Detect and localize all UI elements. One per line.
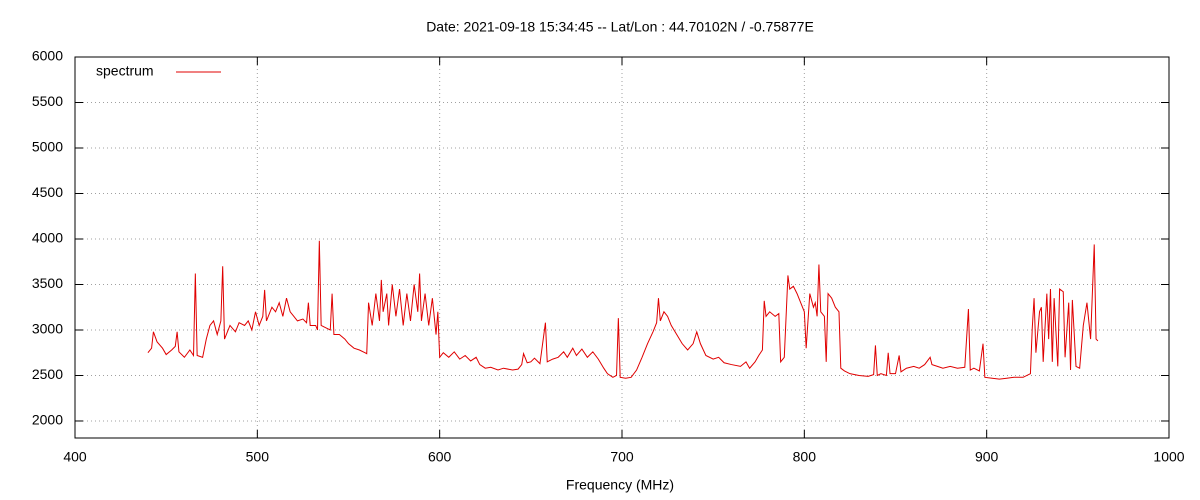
y-tick-label: 2500 [32, 366, 63, 382]
y-tick-label: 6000 [32, 48, 63, 64]
x-tick-label: 400 [63, 449, 87, 465]
plot-border [74, 56, 1170, 439]
y-tick-label: 3000 [32, 321, 63, 337]
legend-label: spectrum [96, 63, 154, 79]
x-tick-label: 500 [246, 449, 270, 465]
y-tick-label: 2000 [32, 412, 63, 428]
y-tick-label: 4000 [32, 230, 63, 246]
y-tick-label: 5500 [32, 93, 63, 109]
y-tick-label: 4500 [32, 184, 63, 200]
x-tick-label: 800 [793, 449, 817, 465]
chart-title: Date: 2021-09-18 15:34:45 -- Lat/Lon : 4… [426, 19, 814, 35]
x-axis-label: Frequency (MHz) [566, 477, 674, 493]
x-tick-label: 600 [428, 449, 452, 465]
y-tick-label: 3500 [32, 275, 63, 291]
x-tick-label: 700 [610, 449, 634, 465]
x-tick-label: 900 [975, 449, 999, 465]
y-tick-label: 5000 [32, 139, 63, 155]
x-tick-label: 1000 [1153, 449, 1184, 465]
spectrum-line [147, 240, 1099, 380]
